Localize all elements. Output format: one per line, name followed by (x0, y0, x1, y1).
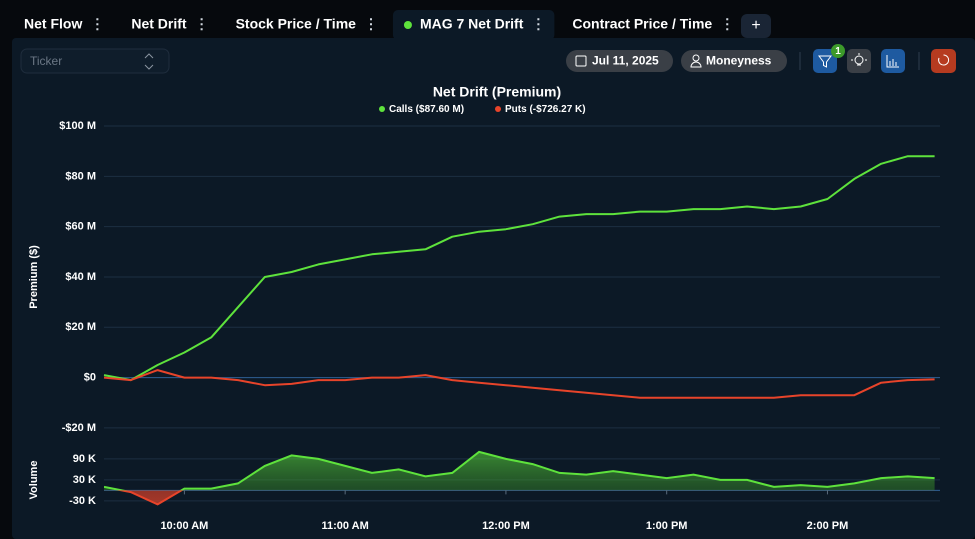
legend-marker (379, 106, 385, 112)
line-series (103, 155, 935, 382)
y-tick-label: $80 M (65, 170, 96, 182)
legend-label: Calls ($87.60 M) (389, 104, 464, 115)
tab[interactable]: Net Flow ⋮ (12, 10, 113, 40)
tab-label: Net Flow (24, 16, 82, 32)
tab[interactable]: Stock Price / Time ⋮ (224, 10, 387, 40)
date-label: Jul 11, 2025 (592, 54, 659, 68)
volume-line (104, 450, 935, 491)
line-series (103, 369, 935, 399)
tab-background (392, 10, 555, 40)
bulb-icon (854, 55, 864, 65)
tab-menu: ⋮ (364, 16, 378, 32)
reset-icon (938, 54, 950, 66)
filter-icon (818, 55, 832, 68)
chart-title: Net Drift (Premium) (433, 84, 561, 100)
insight-button[interactable] (847, 49, 871, 73)
chart-icon (886, 55, 899, 68)
y-tick-label: $20 M (65, 321, 96, 333)
ticker-select[interactable] (20, 48, 170, 74)
y-tick-label: 30 K (73, 474, 96, 486)
tab[interactable]: MAG 7 Net Drift ⋮ (392, 10, 555, 40)
date-button[interactable] (566, 50, 673, 72)
panel (12, 38, 975, 539)
y-tick-label: $0 (84, 372, 96, 384)
active-dot (403, 21, 412, 29)
tab-menu: ⋮ (531, 16, 545, 32)
tab-bar: Net Flow ⋮ Net Drift ⋮ Stock Price / Time ⋮ MA… (12, 10, 743, 40)
chart: -$20 M $0 $20 M $40 M $60 M $80 M $100 M Net Dr… (28, 84, 940, 532)
user-icon (692, 54, 700, 62)
y-axis-label: Premium ($) (28, 245, 40, 309)
filter-badge (831, 44, 845, 58)
tab-label: MAG 7 Net Drift (420, 16, 524, 32)
x-tick-label: 10:00 AM (160, 520, 208, 532)
tab[interactable]: Contract Price / Time ⋮ (560, 10, 743, 40)
tab-menu: ⋮ (90, 16, 104, 32)
y-tick-label: $100 M (59, 120, 96, 132)
select-icon (144, 53, 154, 70)
x-tick-label: 11:00 AM (322, 520, 369, 532)
filter-count: 1 (835, 46, 841, 57)
moneyness-button[interactable] (681, 50, 787, 72)
user-icon-body (690, 61, 702, 68)
moneyness-label: Moneyness (706, 54, 772, 68)
tab-label: Stock Price / Time (236, 16, 357, 32)
legend-marker (495, 106, 501, 112)
filter-button[interactable] (813, 49, 837, 73)
y-tick-label: $40 M (65, 271, 96, 283)
calendar-icon (575, 55, 587, 67)
add-tab-button[interactable] (741, 14, 771, 38)
x-tick-label: 12:00 PM (482, 520, 530, 532)
tab-label: Net Drift (131, 16, 187, 32)
y-tick-label: 90 K (73, 453, 96, 465)
tab-menu: ⋮ (720, 16, 734, 32)
y-tick-label: -30 K (69, 495, 96, 507)
add-tab-icon: + (751, 17, 760, 34)
reset-button[interactable] (931, 49, 956, 73)
ticker-placeholder: Ticker (30, 54, 62, 68)
x-tick-label: 2:00 PM (807, 520, 849, 532)
bulb-rays (851, 53, 867, 66)
y-axis-label: Volume (28, 461, 40, 500)
x-tick-label: 1:00 PM (646, 520, 688, 532)
tab-menu: ⋮ (195, 16, 209, 32)
y-tick-label: -$20 M (62, 422, 96, 434)
tab[interactable]: Net Drift ⋮ (119, 10, 217, 40)
tab-label: Contract Price / Time (572, 16, 712, 32)
y-tick-label: $60 M (65, 221, 96, 233)
legend-label: Puts (-$726.27 K) (505, 104, 586, 115)
